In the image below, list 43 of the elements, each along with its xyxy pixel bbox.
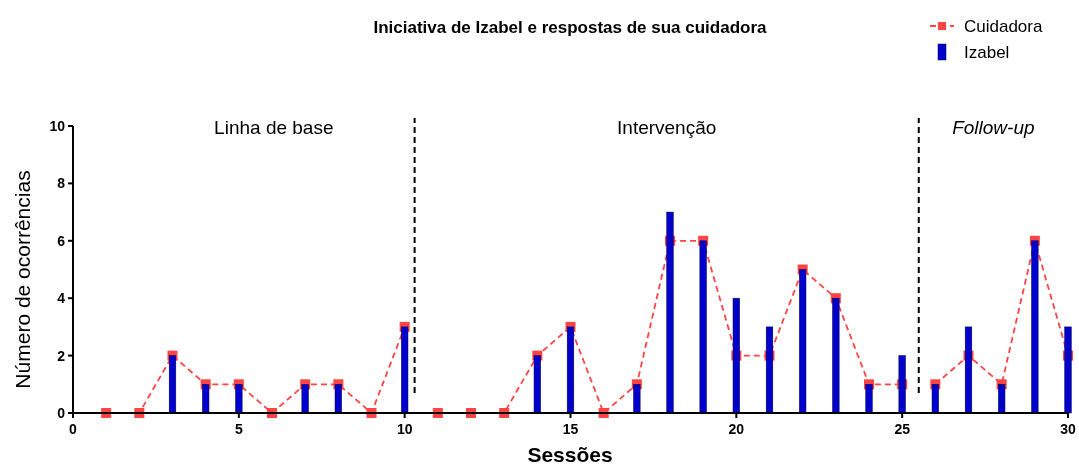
y-axis-title: Número de ocorrências: [11, 170, 34, 389]
bar: [1031, 240, 1039, 414]
chart-title: Iniciativa de Izabel e respostas de sua cuidadora: [373, 18, 768, 37]
bar: [898, 355, 906, 414]
x-tick-label: 15: [562, 421, 579, 437]
bar: [765, 326, 774, 414]
x-tick-label: 25: [894, 421, 911, 437]
bar: [865, 384, 873, 414]
x-axis-title: Sessões: [527, 443, 613, 466]
bar: [168, 355, 177, 414]
bar: [1064, 326, 1072, 414]
bar: [533, 355, 541, 414]
legend-label: Izabel: [964, 43, 1010, 62]
x-tick-label: 10: [396, 421, 413, 437]
y-tick-label: 6: [57, 232, 66, 249]
legend-label: Cuidadora: [964, 17, 1043, 36]
bar: [301, 384, 309, 414]
bar: [666, 211, 674, 414]
x-tick-label: 5: [234, 421, 243, 437]
bar: [732, 297, 740, 414]
y-tick-label: 4: [57, 290, 66, 307]
y-tick-label: 0: [57, 405, 66, 421]
bar: [633, 384, 641, 414]
bar: [799, 269, 807, 414]
bar: [931, 384, 939, 414]
bar: [699, 240, 707, 414]
bar: [202, 384, 210, 414]
bar: [998, 384, 1006, 414]
y-tick-label: 2: [57, 347, 66, 364]
y-tick-label: 8: [57, 175, 66, 192]
annotation: Intervenção: [617, 117, 717, 138]
bar: [235, 384, 243, 414]
annotation: Follow-up: [952, 117, 1035, 138]
x-tick-label: 20: [728, 421, 745, 437]
x-tick-label: 0: [69, 421, 78, 437]
annotation: Linha de base: [214, 117, 334, 138]
bar: [832, 297, 840, 414]
bar: [401, 326, 409, 414]
bar: [566, 326, 575, 414]
bar: [964, 326, 973, 414]
y-tick-label: 10: [49, 118, 66, 134]
x-tick-label: 30: [1060, 421, 1076, 437]
bar: [334, 384, 342, 414]
